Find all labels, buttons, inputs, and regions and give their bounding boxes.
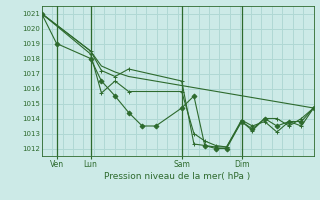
X-axis label: Pression niveau de la mer( hPa ): Pression niveau de la mer( hPa ) <box>104 172 251 181</box>
